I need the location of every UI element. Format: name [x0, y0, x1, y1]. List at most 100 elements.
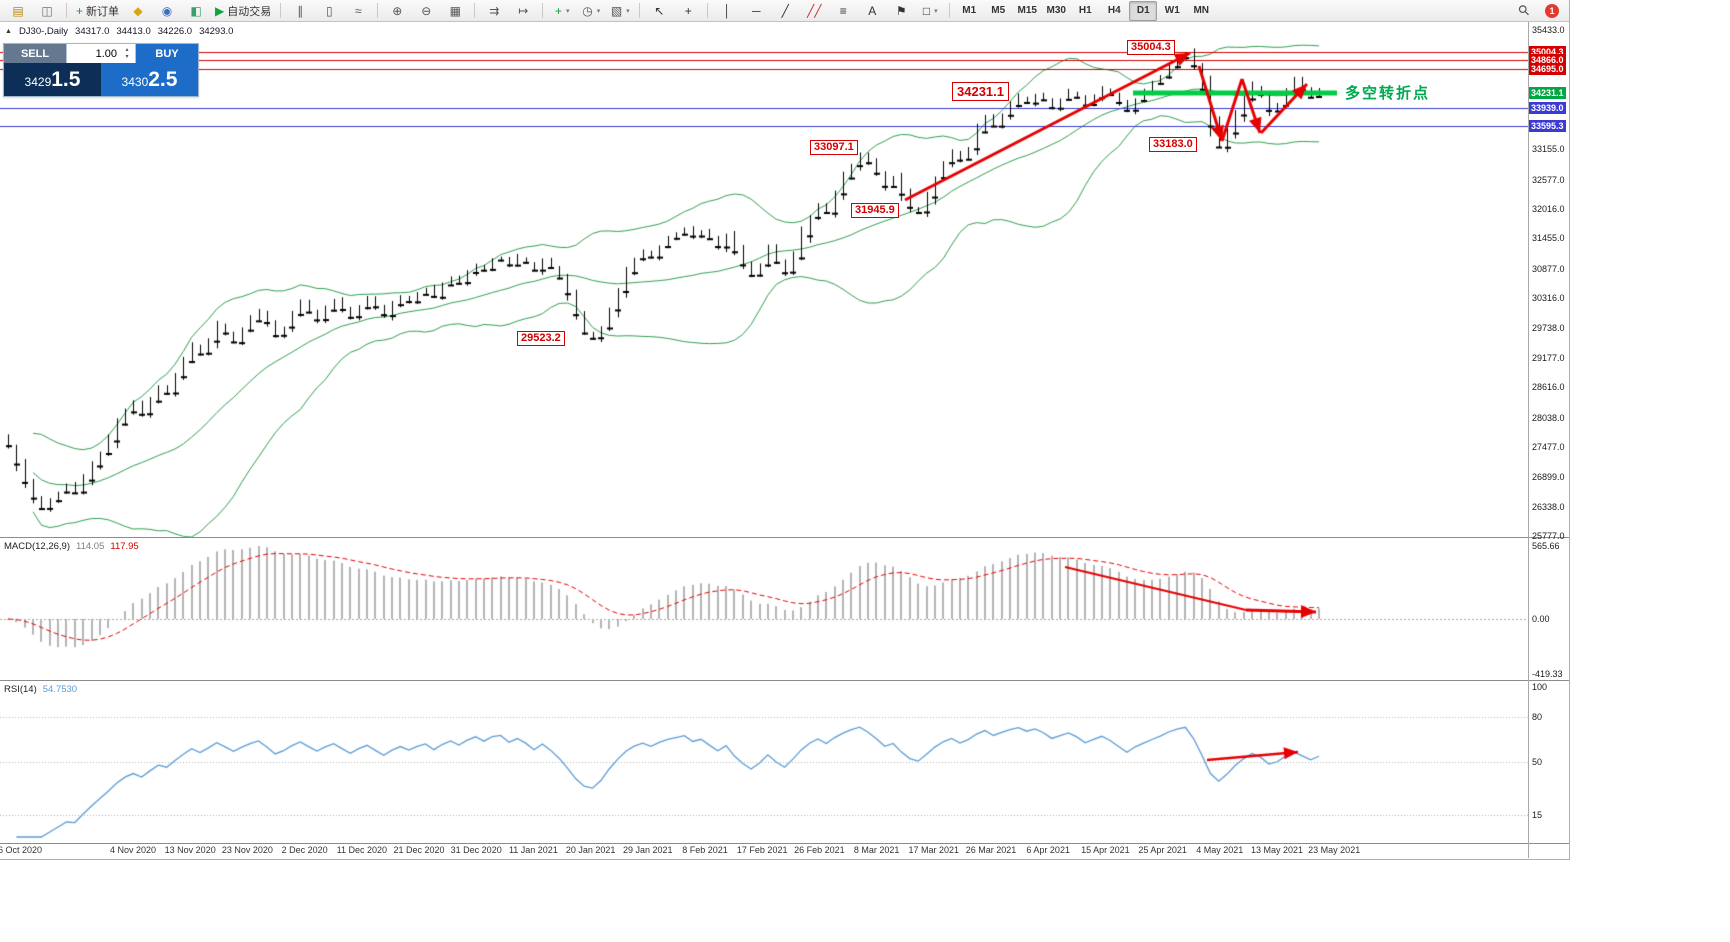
rsi-scale-tick: 50: [1532, 757, 1543, 767]
toolbar-separator: [474, 3, 476, 18]
profiles-button[interactable]: ◫: [33, 1, 61, 21]
macd-pane-canvas[interactable]: [0, 538, 1528, 681]
pivot-point-text-annotation[interactable]: 多空转折点: [1345, 85, 1431, 102]
volume-increase-button[interactable]: ▴: [125, 46, 129, 53]
new-chart-icon: ▤: [12, 3, 24, 18]
candlestick-chart-type-icon: ▯: [325, 3, 333, 18]
strategy-tester-button[interactable]: ◧: [182, 1, 210, 21]
price-tick: 35433.0: [1532, 25, 1565, 35]
date-label: 21 Dec 2020: [393, 845, 445, 855]
tile-windows-button[interactable]: ▦: [441, 1, 469, 21]
cursor-button[interactable]: ↖: [645, 1, 673, 21]
macd-signal-value: 117.95: [110, 541, 139, 552]
text-icon: A: [868, 3, 877, 18]
volume-input[interactable]: [67, 46, 120, 61]
horizontal-line-button[interactable]: ─: [742, 1, 770, 21]
candlestick-chart-type-button[interactable]: ▯: [315, 1, 343, 21]
timeframe-m1-button[interactable]: M1: [962, 5, 977, 16]
price-tick: 30316.0: [1532, 293, 1565, 304]
price-annotation[interactable]: 31945.9: [851, 203, 899, 218]
auto-scroll-button[interactable]: ⇉: [480, 1, 508, 21]
price-tick: 29738.0: [1532, 323, 1565, 334]
autotrading-button[interactable]: ▶ 自动交易: [211, 1, 275, 21]
notifications-badge[interactable]: 1: [1545, 3, 1559, 18]
vertical-line-button[interactable]: │: [713, 1, 741, 21]
price-tick: 32016.0: [1532, 204, 1565, 215]
equidistant-channel-button[interactable]: ╱╱: [800, 1, 828, 21]
pane-separator[interactable]: [0, 537, 1569, 538]
cursor-icon: ↖: [654, 3, 665, 18]
price-annotation[interactable]: 34231.1: [952, 82, 1009, 101]
timeframe-h1-button[interactable]: H1: [1078, 5, 1092, 16]
price-level-box: 34695.0: [1529, 62, 1566, 75]
trendline-button[interactable]: ╱: [771, 1, 799, 21]
autotrading-button-label: 自动交易: [227, 5, 272, 18]
price-annotation[interactable]: 29523.2: [517, 331, 565, 346]
buy-price[interactable]: 34302.5: [101, 63, 198, 96]
chart-shift-icon: ↦: [518, 3, 529, 18]
zoom-in-button[interactable]: ⊕: [383, 1, 411, 21]
templates-button[interactable]: ▧ ▾: [606, 1, 634, 21]
indicators-icon: +: [554, 3, 562, 18]
sell-button[interactable]: SELL: [4, 44, 66, 63]
timeframe-h4-button[interactable]: H4: [1107, 5, 1121, 16]
chart-shift-button[interactable]: ↦: [509, 1, 537, 21]
date-label: 26 Feb 2021: [794, 845, 845, 855]
fibonacci-button[interactable]: ≡: [829, 1, 857, 21]
sell-price[interactable]: 34291.5: [4, 63, 101, 96]
new-chart-button[interactable]: ▤: [4, 1, 32, 21]
search-button[interactable]: ⚲: [1510, 1, 1538, 21]
macd-scale-tick: -419.33: [1532, 669, 1563, 679]
toolbar-separator: [542, 3, 544, 18]
periods-button[interactable]: ◷ ▾: [577, 1, 605, 21]
new-order-button-label: 新订单: [86, 5, 120, 18]
crosshair-button[interactable]: +: [674, 1, 702, 21]
line-chart-type-icon: ≈: [354, 3, 362, 18]
timeframe-m15-button[interactable]: M15: [1017, 5, 1037, 16]
price-chart-canvas[interactable]: [0, 22, 1528, 538]
line-chart-type-button[interactable]: ≈: [344, 1, 372, 21]
date-label: 11 Jan 2021: [508, 845, 558, 855]
timeframe-m5-button[interactable]: M5: [991, 5, 1006, 16]
timeframe-mn-button[interactable]: MN: [1193, 5, 1210, 16]
time-axis[interactable]: 6 Oct 2020 4 Nov 2020 13 Nov 2020 23 Nov 20…: [0, 845, 1528, 858]
text-button[interactable]: A: [858, 1, 886, 21]
date-label: 15 Apr 2021: [1081, 845, 1130, 855]
indicators-button[interactable]: + ▾: [548, 1, 576, 21]
metaeditor-button[interactable]: ◆: [124, 1, 152, 21]
timeframe-w1-button[interactable]: W1: [1164, 5, 1180, 16]
shapes-icon: □: [922, 3, 931, 18]
new-order-button[interactable]: + 新订单: [72, 1, 123, 21]
time-axis-separator: [0, 843, 1569, 844]
date-label: 13 May 2021: [1250, 845, 1304, 855]
rsi-indicator-label: RSI(14) 54.7530: [4, 684, 77, 695]
date-label: 20 Jan 2021: [565, 845, 616, 855]
price-annotation[interactable]: 33097.1: [810, 140, 858, 155]
chevron-down-icon: ▾: [626, 7, 630, 15]
periods-icon: ◷: [582, 3, 593, 18]
date-label: 4 May 2021: [1196, 845, 1244, 855]
price-scale[interactable]: 35433.0 33155.0 32577.0 32016.0 31455.0 30877…: [1529, 22, 1569, 858]
collapse-chart-icon[interactable]: ▲: [5, 28, 12, 35]
zoom-out-button[interactable]: ⊖: [412, 1, 440, 21]
price-tick: 25777.0: [1532, 531, 1565, 541]
rsi-pane-canvas[interactable]: [0, 681, 1528, 843]
shapes-button[interactable]: □ ▾: [916, 1, 944, 21]
price-tick: 28616.0: [1532, 382, 1565, 393]
vertical-line-icon: │: [723, 3, 732, 18]
tile-windows-icon: ▦: [449, 3, 461, 18]
volume-decrease-button[interactable]: ▾: [125, 53, 129, 60]
date-label: 6 Apr 2021: [1026, 845, 1070, 855]
buy-button[interactable]: BUY: [136, 44, 198, 63]
date-label: 8 Feb 2021: [682, 845, 728, 855]
price-annotation[interactable]: 35004.3: [1127, 40, 1175, 55]
timeframe-m30-button[interactable]: M30: [1046, 5, 1066, 16]
text-label-button[interactable]: ⚑: [887, 1, 915, 21]
price-annotation[interactable]: 33183.0: [1149, 137, 1197, 152]
timeframe-d1-button[interactable]: D1: [1129, 0, 1158, 21]
market-watch-button[interactable]: ◉: [153, 1, 181, 21]
chevron-down-icon: ▾: [566, 7, 570, 15]
rsi-scale-tick: 15: [1532, 809, 1543, 820]
pane-separator[interactable]: [0, 680, 1569, 681]
bar-chart-type-button[interactable]: ∥: [286, 1, 314, 21]
